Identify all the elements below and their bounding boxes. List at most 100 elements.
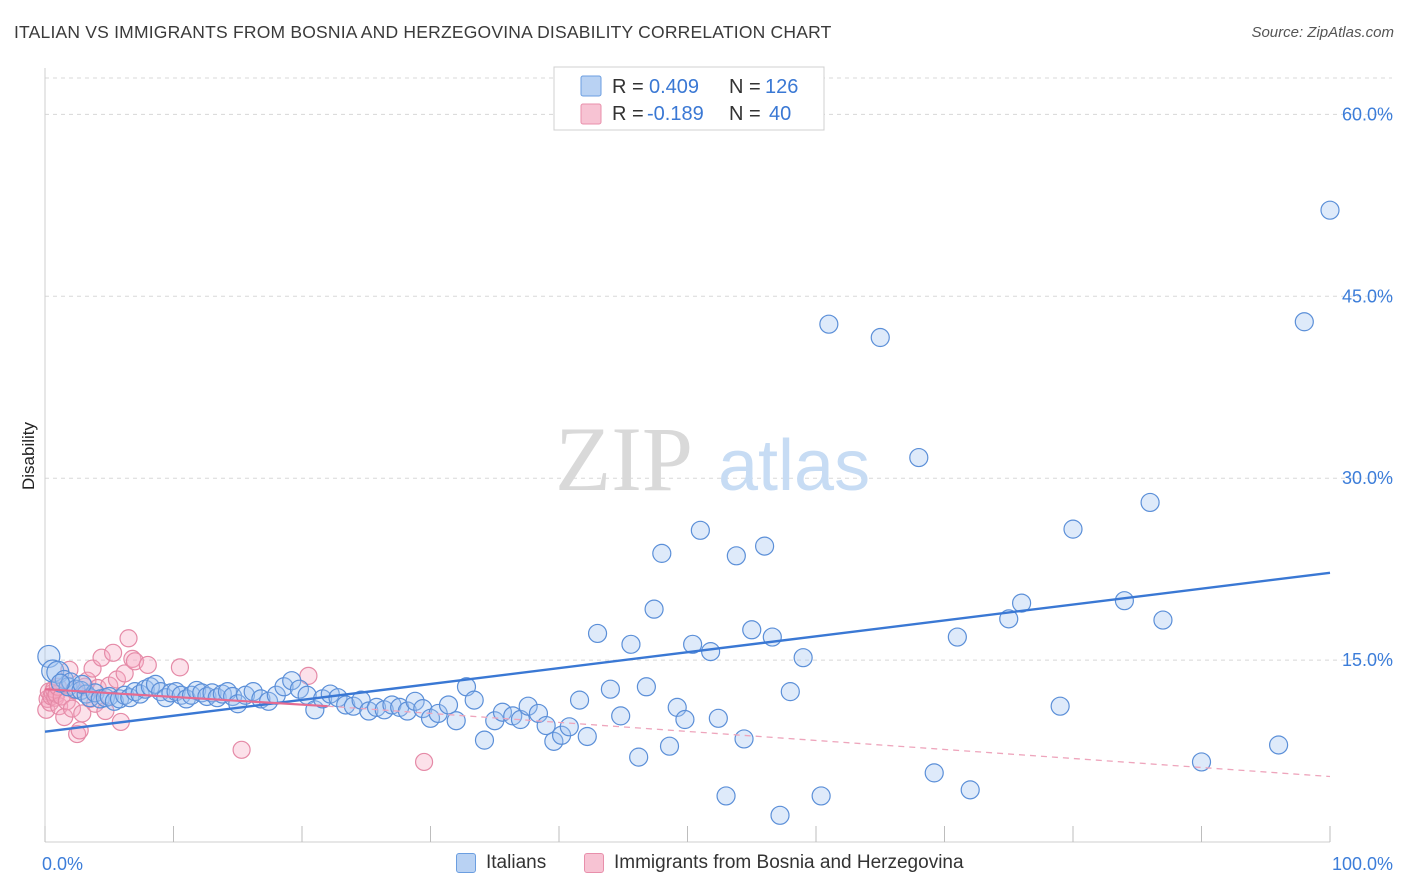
italian-point (780, 682, 800, 702)
legend-swatch-bosnia-bottom (584, 853, 604, 873)
grid-lines (45, 77, 1392, 661)
italian-point (1050, 696, 1070, 716)
italian-point (636, 677, 656, 697)
italian-point (708, 708, 728, 728)
axes (44, 68, 1331, 843)
legend-swatch-italians-bottom (456, 853, 476, 873)
italian-point (135, 679, 155, 699)
italian-point (1114, 591, 1135, 611)
italian-point (675, 709, 695, 730)
legend-swatch-italians (580, 75, 602, 97)
legend-item-italians: Italians (456, 852, 546, 874)
italian-point (1268, 735, 1289, 755)
italian-point (343, 696, 363, 716)
watermark-atlas: atlas (718, 426, 870, 506)
italian-trend-line (44, 571, 1331, 733)
italian-point (924, 763, 944, 783)
legend-box: R = 0.409 N = 126 R = -0.189 N = 40 (553, 66, 825, 131)
italian-point (197, 686, 217, 707)
italian-point (464, 690, 484, 710)
italian-point (1294, 312, 1314, 332)
bosnia-point (119, 629, 138, 648)
legend-n-value-1: 126 (765, 76, 798, 98)
bosnia-point (70, 721, 89, 740)
legend-label-italians: Italians (486, 852, 547, 873)
bosnia-point (414, 752, 434, 772)
italian-point (187, 680, 207, 701)
bosnia-point (138, 655, 157, 675)
italian-point (667, 697, 687, 717)
italian-point (207, 688, 227, 708)
italian-point (446, 711, 466, 731)
legend-r-value-1: 0.409 (649, 76, 699, 98)
bosnia-point (232, 740, 251, 759)
y-axis-title: Disability (19, 421, 38, 490)
bosnia-point (123, 649, 142, 668)
y-tick-label: 45.0% (1342, 286, 1393, 306)
italian-point (336, 695, 356, 715)
legend-n-label-1: N = (729, 76, 761, 98)
italian-point (528, 703, 549, 724)
legend-swatch-bosnia (580, 103, 602, 125)
italian-point (50, 673, 71, 693)
watermark: ZIP atlas (555, 408, 870, 510)
italian-point (909, 447, 929, 468)
italian-point (644, 599, 664, 619)
y-tick-label: 15.0% (1342, 650, 1393, 670)
italian-point (652, 543, 672, 563)
tick-labels: 15.0% 30.0% 45.0% 60.0% 0.0% 100.0% (42, 104, 1393, 874)
italian-points (37, 200, 1340, 825)
italian-point (600, 679, 621, 699)
x-tick-label: 100.0% (1332, 854, 1393, 874)
bosnia-point (62, 699, 82, 718)
italian-point (1140, 492, 1160, 513)
chart-title: ITALIAN VS IMMIGRANTS FROM BOSNIA AND HE… (14, 22, 832, 42)
watermark-zip: ZIP (555, 408, 693, 510)
legend-item-bosnia: Immigrants from Bosnia and Herzegovina (584, 852, 964, 874)
italian-point (587, 623, 608, 644)
italian-point (1063, 519, 1083, 539)
bottom-legend: Italians Immigrants from Bosnia and Herz… (0, 852, 1406, 878)
legend-n-value-2: 40 (769, 103, 791, 125)
bosnia-trend-line (44, 688, 328, 708)
italian-point (621, 634, 641, 654)
italian-point (726, 546, 746, 566)
italian-point (734, 729, 754, 749)
italian-point (611, 706, 631, 726)
italian-point (659, 736, 680, 756)
italian-point (1320, 200, 1340, 220)
italian-point (72, 674, 92, 694)
italian-point (742, 620, 762, 640)
italian-point (569, 690, 590, 710)
legend-n-label-2: N = (729, 103, 761, 125)
italian-point (683, 634, 703, 654)
italian-point (1153, 610, 1173, 630)
bosnia-trend-extension (327, 705, 1331, 778)
x-tick-label: 0.0% (42, 854, 83, 874)
bosnia-point (73, 704, 92, 723)
italian-point (289, 679, 310, 699)
italian-point (690, 520, 710, 540)
italian-point (870, 327, 890, 348)
legend-r-value-2: -0.189 (647, 103, 704, 125)
italian-point (544, 731, 564, 751)
italian-point (492, 702, 513, 722)
italian-point (770, 805, 790, 825)
italian-point (754, 536, 775, 556)
italian-point (947, 627, 967, 647)
italian-point (819, 314, 839, 334)
italian-point (274, 677, 294, 697)
italian-point (999, 609, 1019, 629)
italian-point (716, 786, 736, 806)
italian-point (1191, 752, 1212, 772)
italian-point (960, 780, 980, 800)
legend-r-label-1: R = (612, 76, 644, 98)
bosnia-point (115, 664, 134, 683)
y-tick-label: 30.0% (1342, 468, 1393, 488)
italian-point (366, 697, 387, 717)
legend-label-bosnia: Immigrants from Bosnia and Herzegovina (614, 852, 964, 873)
italian-point (438, 695, 459, 715)
bosnia-point (104, 643, 123, 662)
bosnia-point (170, 658, 190, 677)
italian-point (518, 696, 538, 716)
